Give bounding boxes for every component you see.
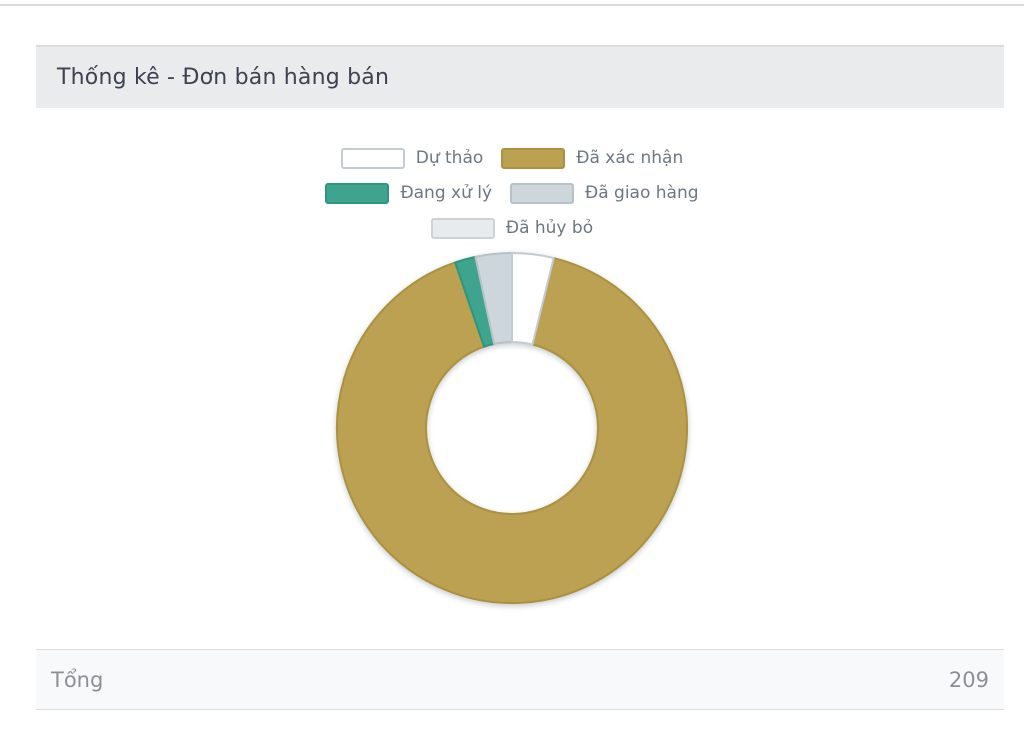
card-header: Thống kê - Đơn bán hàng bán (36, 45, 1004, 108)
legend-label: Đã hủy bỏ (505, 218, 594, 238)
donut-slice-2[interactable] (336, 257, 688, 604)
chart-container: Dự thảo Đã xác nhận Đang xử lý Đã giao hàng… (325, 108, 699, 606)
chart-area: Dự thảo Đã xác nhận Đang xử lý Đã giao hàng… (36, 108, 1004, 649)
legend-row: Đang xử lý Đã giao hàng (325, 181, 699, 206)
legend-swatch-icon (340, 148, 405, 169)
legend-row: Đã hủy bỏ (430, 216, 594, 241)
legend-swatch-icon (430, 218, 495, 239)
legend-label: Dự thảo (415, 148, 484, 168)
donut-chart[interactable] (334, 250, 690, 606)
legend-label: Đang xử lý (400, 183, 493, 203)
card-footer: Tổng 209 (36, 649, 1004, 710)
total-label: Tổng (51, 667, 104, 692)
legend-item-2[interactable]: Đã xác nhận (501, 146, 683, 171)
legend-item-4[interactable]: Đã giao hàng (510, 181, 699, 206)
legend-label: Đã giao hàng (585, 183, 699, 203)
legend-label: Đã xác nhận (576, 148, 684, 168)
legend-swatch-icon (325, 183, 390, 204)
legend-item-1[interactable]: Dự thảo (340, 146, 484, 171)
total-value: 209 (948, 667, 989, 692)
legend-swatch-icon (510, 183, 575, 204)
legend-item-5[interactable]: Đã hủy bỏ (430, 216, 594, 241)
legend-swatch-icon (501, 148, 566, 169)
donut-slice-1[interactable] (511, 252, 555, 346)
card-title: Thống kê - Đơn bán hàng bán (57, 65, 390, 90)
legend-row: Dự thảo Đã xác nhận (340, 146, 683, 171)
top-divider (0, 4, 1024, 6)
sales-stats-card: Thống kê - Đơn bán hàng bán Dự thảo Đã xá… (36, 45, 1004, 710)
legend-item-3[interactable]: Đang xử lý (325, 181, 492, 206)
chart-legend: Dự thảo Đã xác nhận Đang xử lý Đã giao hàng… (325, 146, 699, 241)
